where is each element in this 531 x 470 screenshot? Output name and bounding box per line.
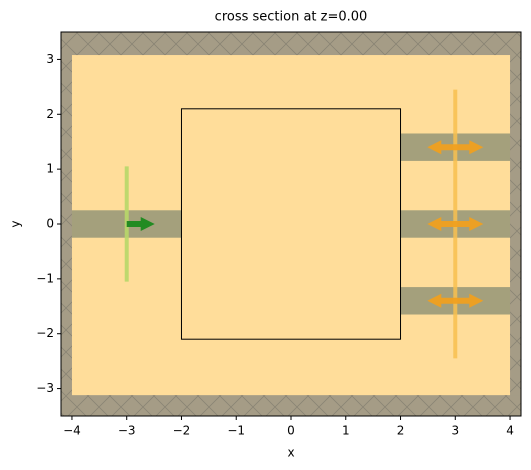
waveguide [61, 210, 182, 238]
pml-hatch [510, 32, 521, 416]
x-tick-label: 1 [342, 424, 350, 438]
x-tick-label: 4 [506, 424, 514, 438]
monitor-arrow [427, 140, 484, 155]
design-region [180, 108, 402, 340]
x-tick-label: −2 [173, 424, 191, 438]
source-arrow [126, 217, 155, 231]
x-tick-label: −4 [63, 424, 81, 438]
x-tick-label: 3 [451, 424, 459, 438]
y-tick-label: 0 [46, 217, 54, 231]
y-tick-label: −2 [36, 326, 54, 340]
x-tick-label: 0 [287, 424, 295, 438]
chart-title: cross section at z=0.00 [215, 10, 368, 25]
plot-area [61, 32, 521, 416]
y-tick-label: −3 [36, 381, 54, 395]
x-tick-label: 2 [397, 424, 405, 438]
x-axis-label: x [287, 446, 294, 460]
pml-hatch [61, 395, 521, 416]
pml-hatch [61, 32, 521, 56]
x-tick-label: −1 [227, 424, 245, 438]
y-tick-label: 2 [46, 107, 54, 121]
y-tick-label: −1 [36, 271, 54, 285]
monitor-arrow [427, 293, 484, 308]
y-axis-label: y [9, 220, 23, 227]
monitor-arrow [427, 217, 484, 231]
y-tick-label: 3 [46, 52, 54, 66]
axes: −4 −3 −2 −1 0 1 2 3 4 −3 −2 −1 0 1 2 3 [36, 31, 522, 438]
x-tick-label: −3 [118, 424, 136, 438]
y-tick-label: 1 [46, 162, 54, 176]
pml-hatch [61, 32, 72, 416]
